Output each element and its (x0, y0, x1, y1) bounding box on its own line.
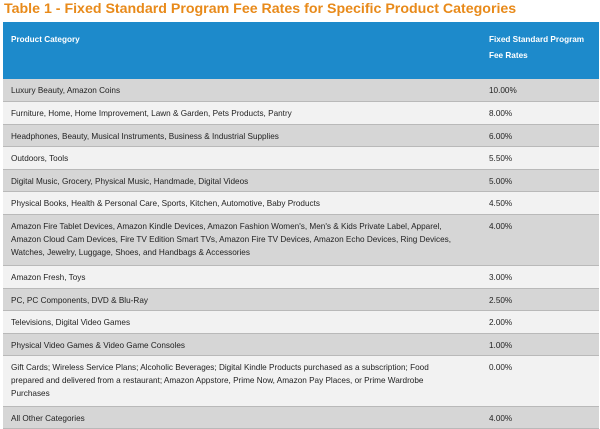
table-row: Televisions, Digital Video Games 2.00% (3, 310, 599, 334)
table-row: Furniture, Home, Home Improvement, Lawn … (3, 101, 599, 125)
rate-cell: 4.00% (489, 221, 513, 231)
table-row: PC, PC Components, DVD & Blu-Ray 2.50% (3, 288, 599, 311)
rate-cell: 2.00% (489, 317, 513, 327)
table-row: Gift Cards; Wireless Service Plans; Alco… (3, 355, 599, 407)
rate-cell: 3.00% (489, 272, 513, 282)
header-fee-rates-line2: Fee Rates (489, 51, 528, 60)
category-cell: Physical Books, Health & Personal Care, … (11, 198, 321, 208)
rate-cell: 2.50% (489, 295, 513, 305)
table-row: Digital Music, Grocery, Physical Music, … (3, 169, 599, 192)
table-row: Outdoors, Tools 5.50% (3, 146, 599, 170)
rate-cell: 0.00% (489, 362, 513, 372)
category-cell-line: Gift Cards; Wireless Service Plans; Alco… (11, 362, 429, 372)
table-row: Amazon Fire Tablet Devices, Amazon Kindl… (3, 214, 599, 266)
header-fee-rates: Fixed Standard Program Fee Rates (481, 22, 599, 79)
table-title: Table 1 - Fixed Standard Program Fee Rat… (4, 1, 517, 17)
category-cell-line: Purchases (11, 388, 50, 398)
header-row: Product Category Fixed Standard Program … (3, 22, 599, 79)
header-product-category: Product Category (3, 22, 481, 79)
rate-cell: 1.00% (489, 340, 513, 350)
category-cell: Physical Video Games & Video Game Consol… (11, 340, 185, 350)
rate-cell: 4.00% (489, 413, 513, 423)
category-cell: Amazon Fresh, Toys (11, 272, 86, 282)
rate-cell: 5.50% (489, 153, 513, 163)
table-row: Physical Books, Health & Personal Care, … (3, 191, 599, 215)
rate-cell: 5.00% (489, 176, 513, 186)
category-cell: Headphones, Beauty, Musical Instruments,… (11, 131, 279, 141)
category-cell-line: Amazon Fire Tablet Devices, Amazon Kindl… (11, 221, 442, 231)
category-cell: PC, PC Components, DVD & Blu-Ray (11, 295, 148, 305)
table-row: Luxury Beauty, Amazon Coins 10.00% (3, 79, 599, 102)
category-cell: Outdoors, Tools (11, 153, 69, 163)
table-row: Headphones, Beauty, Musical Instruments,… (3, 124, 599, 147)
table-row: All Other Categories 4.00% (3, 406, 599, 429)
rate-cell: 4.50% (489, 198, 513, 208)
rate-cell: 6.00% (489, 131, 513, 141)
table-row: Amazon Fresh, Toys 3.00% (3, 265, 599, 289)
category-cell: Furniture, Home, Home Improvement, Lawn … (11, 108, 292, 118)
category-cell: Gift Cards; Wireless Service Plans; Alco… (11, 356, 473, 400)
category-cell: Luxury Beauty, Amazon Coins (11, 86, 121, 95)
table-header: Product Category Fixed Standard Program … (3, 22, 599, 79)
table-row: Physical Video Games & Video Game Consol… (3, 333, 599, 356)
fee-rates-table: Product Category Fixed Standard Program … (3, 22, 599, 429)
rate-cell: 10.00% (489, 86, 517, 95)
rate-cell: 8.00% (489, 108, 513, 118)
category-cell-line: prepared and delivered from a restaurant… (11, 375, 424, 385)
category-cell-line: Amazon Cloud Cam Devices, Fire TV Editio… (11, 234, 452, 244)
header-fee-rates-line1: Fixed Standard Program (489, 35, 585, 44)
category-cell: Digital Music, Grocery, Physical Music, … (11, 176, 249, 186)
category-cell: All Other Categories (11, 413, 85, 423)
category-cell-line: Watches, Jewelry, Luggage, Shoes, and Ha… (11, 247, 250, 257)
category-cell: Amazon Fire Tablet Devices, Amazon Kindl… (11, 215, 473, 259)
category-cell: Televisions, Digital Video Games (11, 317, 131, 327)
